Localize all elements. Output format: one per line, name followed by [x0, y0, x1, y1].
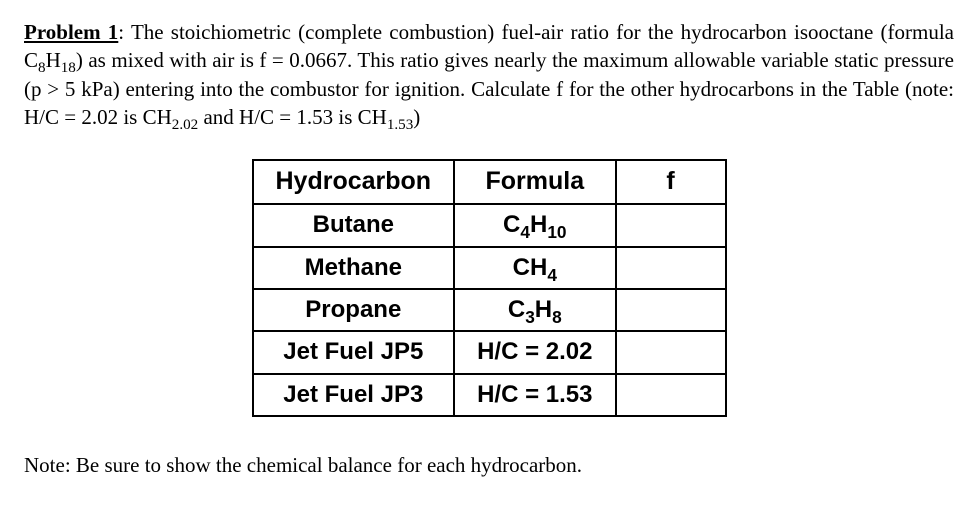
problem-text-4: and H/C = 1.53 is CH	[198, 105, 387, 129]
table-row: Jet Fuel JP5H/C = 2.02	[253, 331, 726, 373]
col-header-hydrocarbon: Hydrocarbon	[253, 160, 455, 204]
sub-c8: 8	[38, 61, 46, 77]
cell-hydrocarbon: Propane	[253, 289, 455, 331]
table-row: MethaneCH4	[253, 247, 726, 289]
table-container: Hydrocarbon Formula f ButaneC4H10Methane…	[24, 159, 954, 417]
problem-text-2: H	[46, 48, 61, 72]
cell-f	[616, 374, 726, 416]
footnote: Note: Be sure to show the chemical balan…	[24, 451, 954, 479]
col-header-formula: Formula	[454, 160, 615, 204]
cell-formula: C3H8	[454, 289, 615, 331]
sub-202: 2.02	[172, 117, 198, 133]
cell-f	[616, 289, 726, 331]
cell-formula: C4H10	[454, 204, 615, 246]
problem-statement: Problem 1: The stoichiometric (complete …	[24, 18, 954, 131]
sub-h18: 18	[61, 61, 76, 77]
cell-f	[616, 331, 726, 373]
table-header-row: Hydrocarbon Formula f	[253, 160, 726, 204]
cell-hydrocarbon: Methane	[253, 247, 455, 289]
cell-hydrocarbon: Jet Fuel JP3	[253, 374, 455, 416]
col-header-f: f	[616, 160, 726, 204]
cell-formula: H/C = 2.02	[454, 331, 615, 373]
table-row: PropaneC3H8	[253, 289, 726, 331]
problem-text-3: ) as mixed with air is f = 0.0667. This …	[24, 48, 954, 129]
table-row: ButaneC4H10	[253, 204, 726, 246]
cell-f	[616, 204, 726, 246]
cell-hydrocarbon: Jet Fuel JP5	[253, 331, 455, 373]
table-row: Jet Fuel JP3H/C = 1.53	[253, 374, 726, 416]
cell-formula: H/C = 1.53	[454, 374, 615, 416]
cell-hydrocarbon: Butane	[253, 204, 455, 246]
sub-153: 1.53	[387, 117, 413, 133]
cell-formula: CH4	[454, 247, 615, 289]
cell-f	[616, 247, 726, 289]
problem-label: Problem 1	[24, 20, 118, 44]
problem-text-5: )	[413, 105, 420, 129]
hydrocarbon-table: Hydrocarbon Formula f ButaneC4H10Methane…	[252, 159, 727, 417]
